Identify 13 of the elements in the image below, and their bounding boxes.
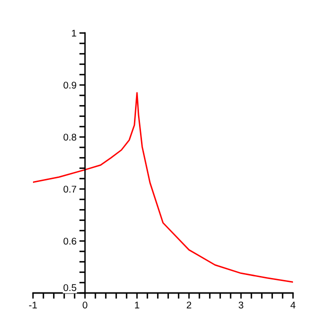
y-tick-label: 0.9: [64, 82, 76, 89]
x-tick-label: 4: [290, 302, 296, 308]
x-tick-label: 2: [186, 302, 192, 308]
x-tick-label: 1: [135, 302, 140, 308]
x-tick-label: 0: [82, 302, 88, 308]
y-tick-label: 0.5: [64, 284, 76, 292]
y-tick-label: 1: [72, 30, 76, 37]
y-tick-label: 0.8: [64, 134, 76, 141]
y-tick-label: 0.7: [64, 186, 76, 193]
y-tick-label: 0.6: [64, 238, 76, 245]
line-series: [33, 92, 293, 283]
x-tick-label: 3: [238, 302, 244, 308]
x-tick-label: -1: [29, 302, 37, 308]
